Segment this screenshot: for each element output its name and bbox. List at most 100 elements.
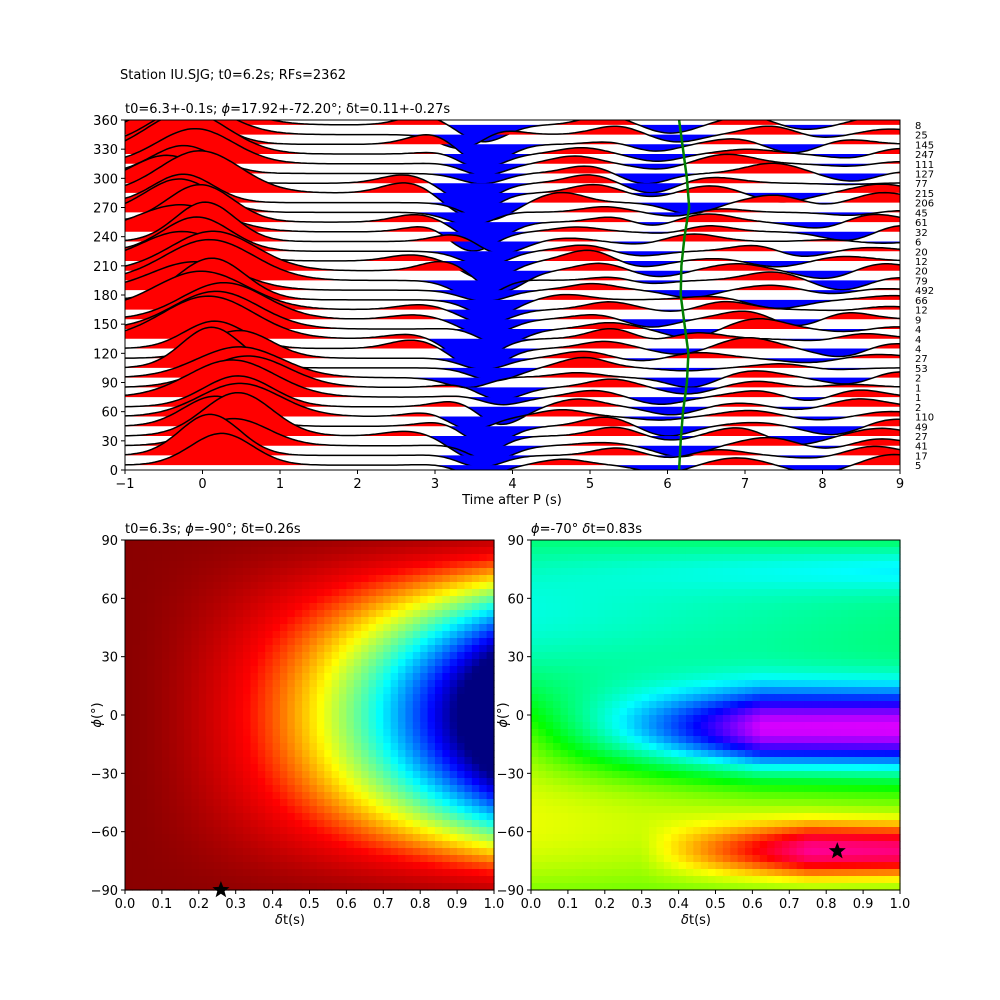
heatmap-cell <box>339 694 347 702</box>
heatmap-cell <box>626 778 635 786</box>
heatmap-cell <box>279 750 288 758</box>
heatmap-cell <box>427 736 436 744</box>
heatmap-cell <box>161 806 170 814</box>
heatmap-cell <box>213 862 222 870</box>
heatmap-cell <box>649 638 658 646</box>
heatmap-cell <box>324 701 333 709</box>
heatmap-cell <box>575 561 584 569</box>
heatmap-cell <box>346 547 355 555</box>
heatmap-cell <box>206 834 215 842</box>
heatmap-cell <box>375 848 384 856</box>
heatmap-cell <box>383 855 392 863</box>
heatmap-cell <box>634 631 643 639</box>
heatmap-cell <box>257 736 266 744</box>
heatmap-cell <box>412 771 421 779</box>
heatmap-cell <box>656 743 665 751</box>
heatmap-cell <box>826 827 835 835</box>
heatmap-cell <box>383 799 392 807</box>
heatmap-cell <box>634 666 643 674</box>
heatmap-cell <box>198 610 207 618</box>
heatmap-cell <box>804 638 813 646</box>
heatmap-cell <box>125 673 133 681</box>
heatmap-cell <box>759 631 768 639</box>
heatmap-cell <box>339 883 347 891</box>
heatmap-cell <box>213 575 222 583</box>
heatmap-cell <box>176 848 185 856</box>
heatmap-cell <box>722 799 731 807</box>
heatmap-cell <box>722 708 731 716</box>
heatmap-cell <box>737 743 746 751</box>
heatmap-cell <box>663 708 672 716</box>
heatmap-cell <box>213 701 222 709</box>
heatmap-cell <box>641 582 650 590</box>
heatmap-cell <box>597 750 606 758</box>
heatmap-cell <box>169 869 178 877</box>
heatmap-cell <box>715 659 724 667</box>
heatmap-cell <box>161 666 170 674</box>
heatmap-cell <box>287 722 296 730</box>
heatmap-cell <box>265 729 274 737</box>
heatmap-cell <box>708 652 717 660</box>
heatmap-cell <box>590 547 599 555</box>
heatmap-cell <box>582 666 591 674</box>
heatmap-cell <box>560 813 569 821</box>
x-tick-label: 8 <box>818 477 826 492</box>
heatmap-cell <box>169 813 178 821</box>
heatmap-cell <box>767 561 776 569</box>
heatmap-cell <box>427 617 436 625</box>
heatmap-cell <box>243 883 252 891</box>
heatmap-cell <box>848 806 857 814</box>
heatmap-cell <box>538 652 547 660</box>
heatmap-cell <box>405 715 414 723</box>
heatmap-cell <box>781 568 790 576</box>
heatmap-cell <box>272 547 281 555</box>
heatmap-cell <box>457 750 466 758</box>
heatmap-cell <box>745 582 753 590</box>
heatmap-cell <box>818 736 827 744</box>
heatmap-cell <box>353 869 362 877</box>
heatmap-cell <box>730 582 739 590</box>
heatmap-cell <box>545 582 554 590</box>
heatmap-cell <box>774 680 783 688</box>
trace-count-label: 2 <box>915 374 921 385</box>
heatmap-cell <box>265 834 274 842</box>
heatmap-cell <box>863 841 872 849</box>
heatmap-cell <box>663 820 672 828</box>
heatmap-cell <box>449 589 458 597</box>
heatmap-cell <box>184 554 193 562</box>
heatmap-cell <box>796 820 805 828</box>
heatmap-cell <box>206 722 215 730</box>
heatmap-cell <box>383 792 392 800</box>
heatmap-cell <box>693 743 702 751</box>
heatmap-cell <box>730 827 739 835</box>
heatmap-cell <box>449 652 458 660</box>
heatmap-cell <box>176 729 185 737</box>
heatmap-cell <box>176 715 185 723</box>
heatmap-cell <box>567 736 576 744</box>
heatmap-cell <box>375 806 384 814</box>
heatmap-cell <box>560 624 569 632</box>
heatmap-cell <box>634 589 643 597</box>
heatmap-cell <box>184 848 193 856</box>
heatmap-cell <box>390 771 399 779</box>
heatmap-cell <box>877 764 886 772</box>
rf-panel: t0=6.3+-0.1s; ϕ=17.92+-72.20°; δt=0.11+-… <box>93 102 934 508</box>
heatmap-cell <box>265 820 274 828</box>
heatmap-cell <box>243 645 252 653</box>
heatmap-cell <box>309 722 318 730</box>
heatmap-cell <box>398 785 407 793</box>
heatmap-cell <box>818 645 827 653</box>
heatmap-cell <box>235 596 244 604</box>
heatmap-cell <box>235 659 244 667</box>
heatmap-cell <box>678 771 687 779</box>
heatmap-cell <box>781 757 790 765</box>
heatmap-cell <box>346 540 355 548</box>
heatmap-cell <box>626 575 635 583</box>
heatmap-cell <box>626 610 635 618</box>
heatmap-cell <box>774 624 783 632</box>
heatmap-cell <box>634 568 643 576</box>
heatmap-cell <box>789 750 798 758</box>
heatmap-cell <box>818 757 827 765</box>
heatmap-cell <box>147 589 156 597</box>
heatmap-cell <box>198 757 207 765</box>
